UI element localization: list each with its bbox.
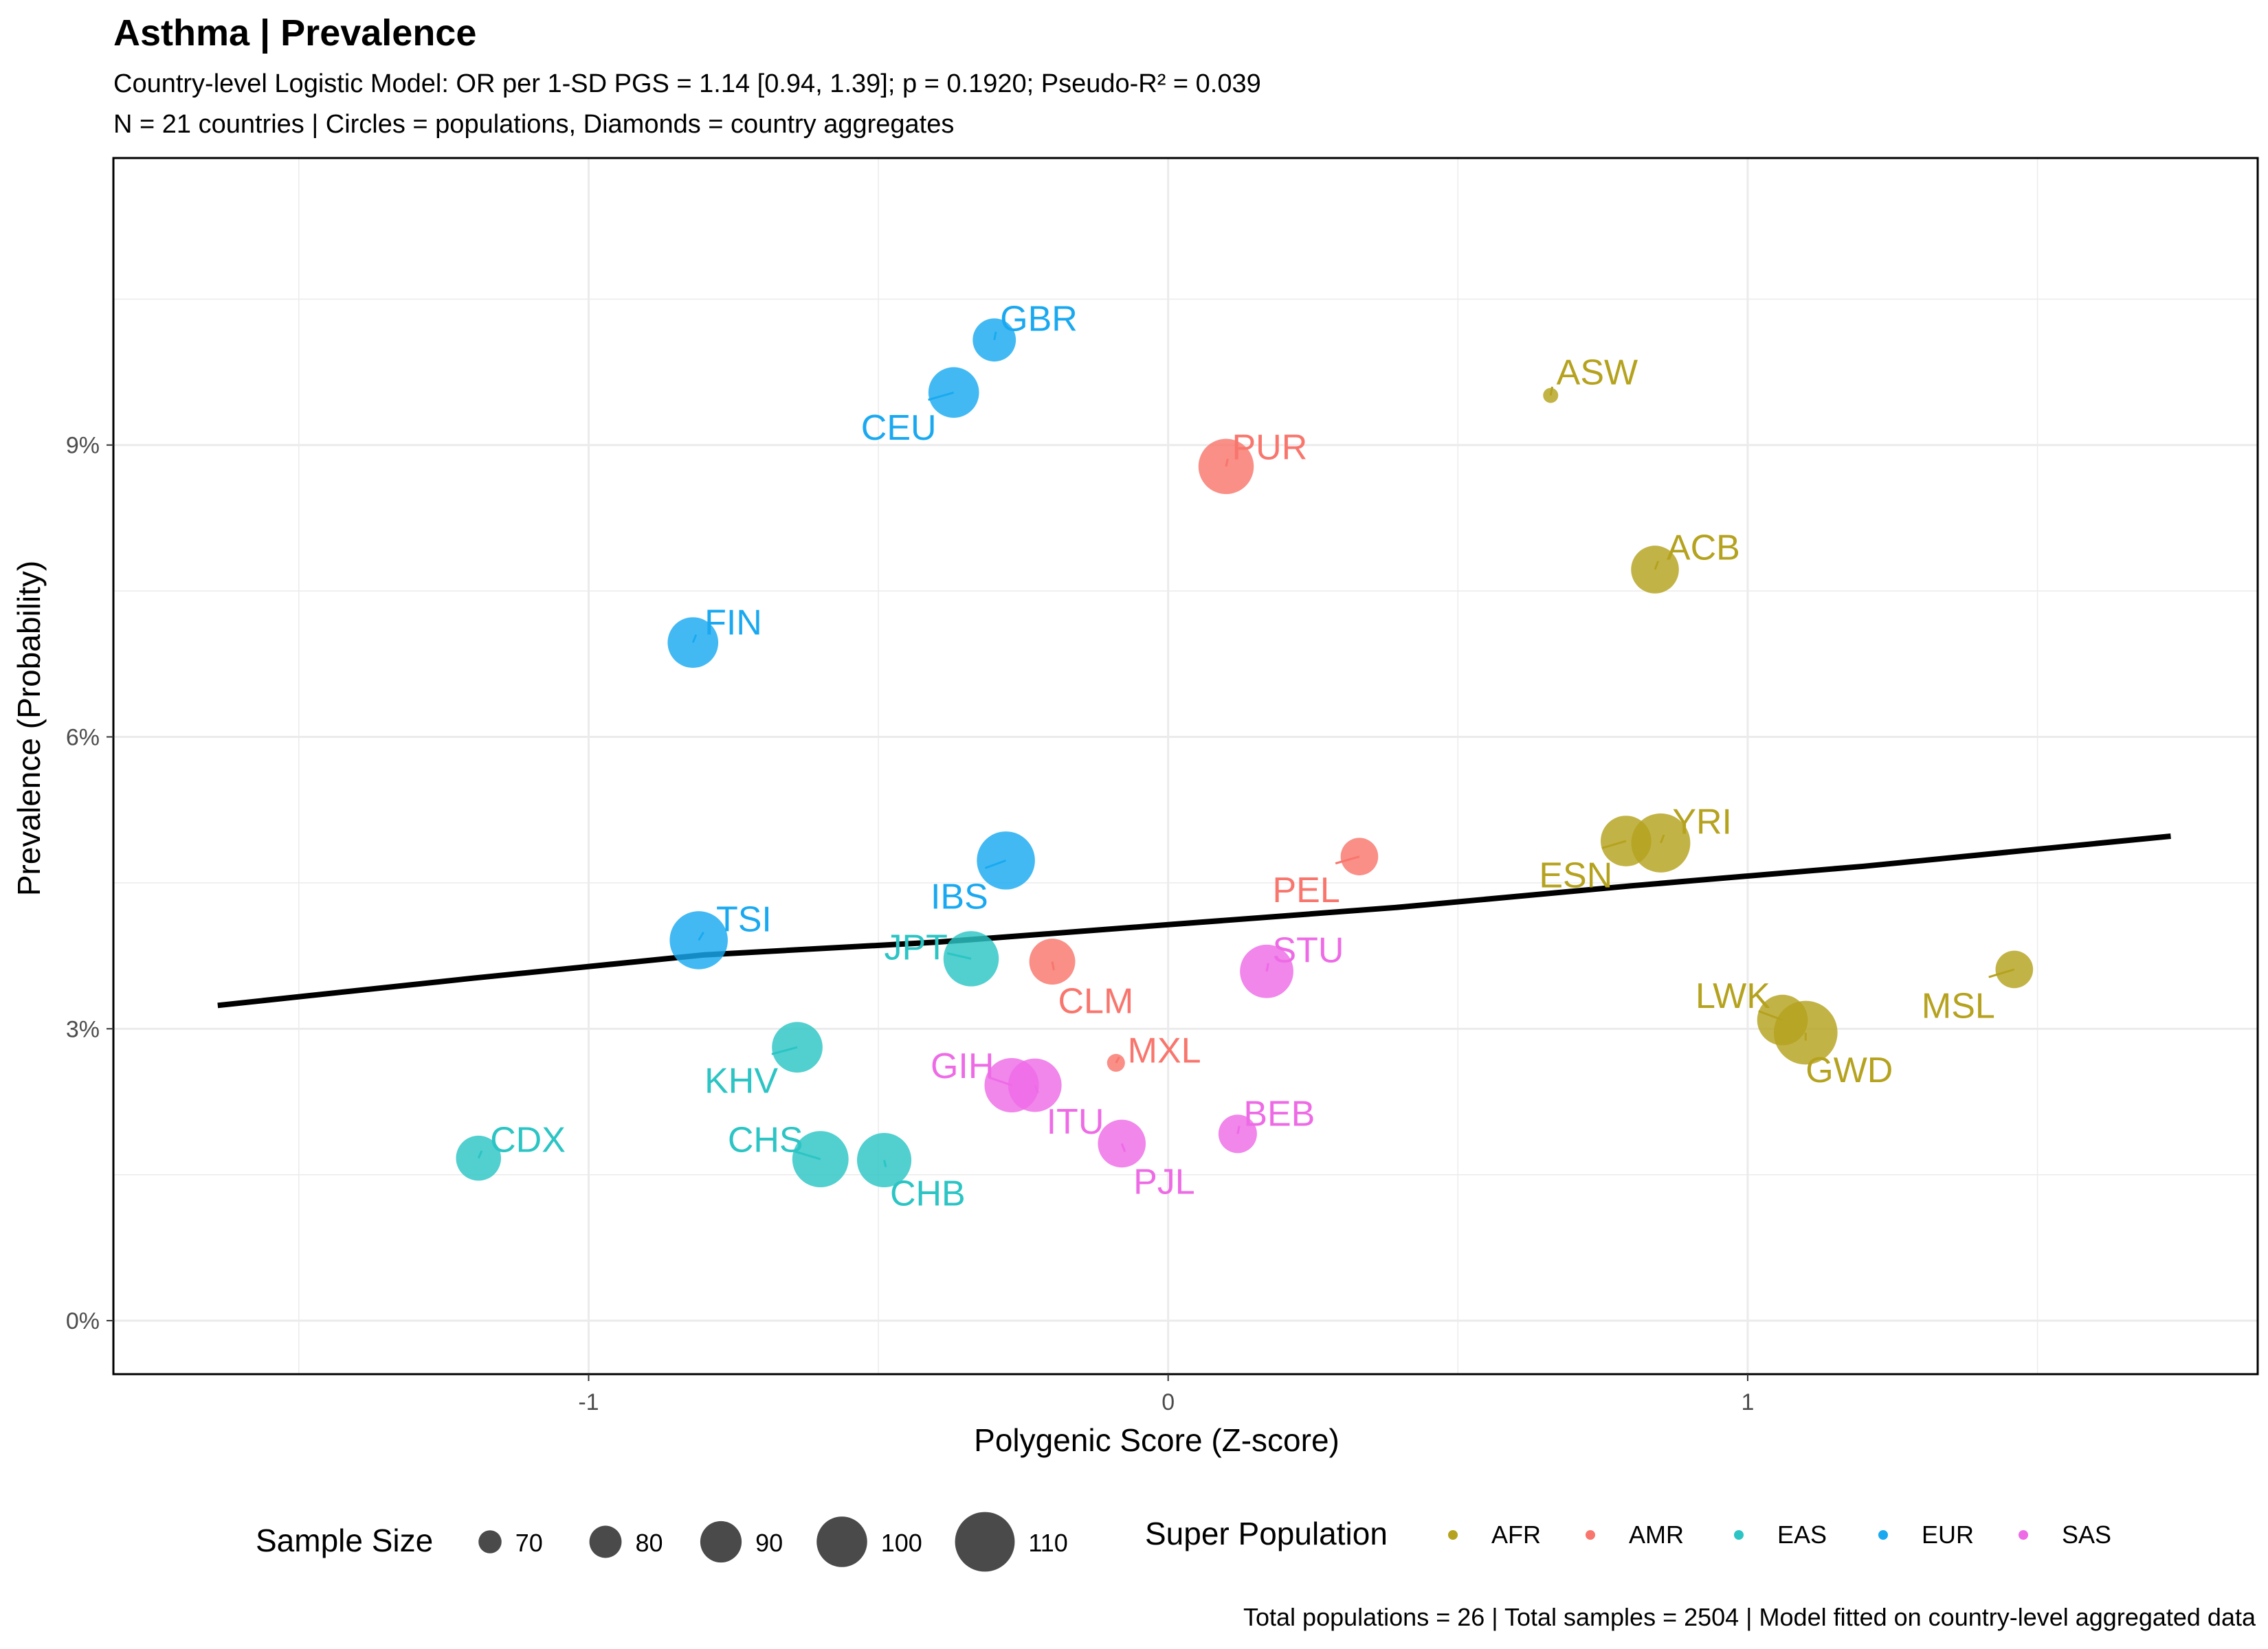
point-clm	[1029, 939, 1076, 985]
size-legend-key	[589, 1525, 622, 1558]
fit-line	[217, 833, 2171, 1009]
point-ibs	[977, 831, 1035, 890]
point-pur	[1198, 438, 1254, 495]
point-ceu-label: CEU	[861, 408, 937, 448]
point-ibs-label: IBS	[931, 877, 988, 917]
x-tick-label: -1	[578, 1389, 599, 1415]
point-fin	[667, 617, 719, 669]
point-itu-label: ITU	[1047, 1102, 1104, 1142]
color-legend-title: Super Population	[1145, 1516, 1388, 1551]
point-pel	[1340, 838, 1379, 876]
point-jpt	[943, 931, 999, 987]
point-lwk-label: LWK	[1696, 976, 1770, 1016]
point-mxl-label: MXL	[1128, 1031, 1201, 1070]
size-legend-title: Sample Size	[256, 1523, 433, 1558]
point-beb	[1218, 1114, 1257, 1154]
chart-subtitle-line-2: N = 21 countries | Circles = populations…	[113, 110, 954, 139]
y-axis-ticks: 0% 3% 6% 9%	[66, 433, 113, 1334]
color-legend-label-amr: AMR	[1629, 1521, 1684, 1549]
color-legend-key-amr	[1586, 1530, 1595, 1540]
point-tsi	[669, 911, 728, 969]
point-chs	[792, 1131, 849, 1187]
point-khv	[772, 1022, 823, 1073]
point-pel-label: PEL	[1272, 871, 1339, 910]
y-tick-label: 3%	[66, 1016, 100, 1042]
color-legend-key-afr	[1448, 1530, 1458, 1540]
y-axis-title: Prevalence (Probability)	[11, 561, 47, 896]
y-tick-label: 6%	[66, 725, 100, 751]
point-chb-label: CHB	[890, 1174, 966, 1214]
color-legend-label-afr: AFR	[1491, 1521, 1541, 1549]
size-legend-label: 90	[755, 1529, 783, 1557]
color-legend-label-sas: SAS	[2062, 1521, 2111, 1549]
chart-title: Asthma | Prevalence	[113, 12, 476, 54]
point-cdx	[456, 1135, 502, 1181]
color-legend-key-eur	[1878, 1530, 1888, 1540]
y-tick-label: 9%	[66, 433, 100, 459]
point-beb-label: BEB	[1243, 1095, 1315, 1134]
point-labels: ACB ASW ESN GWD LWK MSL YRI CLM MXL PEL PUR CDX CHB C…	[490, 300, 1995, 1214]
point-lwk	[1757, 994, 1808, 1046]
chart-subtitle-line-1: Country-level Logistic Model: OR per 1-S…	[113, 69, 1261, 98]
point-itu	[1008, 1058, 1062, 1112]
color-legend-label-eas: EAS	[1777, 1521, 1827, 1549]
color-legend-key-eas	[1734, 1530, 1744, 1540]
x-tick-label: 0	[1161, 1389, 1175, 1415]
size-legend-key	[816, 1516, 867, 1567]
point-gbr-label: GBR	[1000, 300, 1078, 339]
point-yri-label: YRI	[1672, 803, 1732, 842]
point-khv-label: KHV	[704, 1061, 778, 1101]
regression-line	[217, 833, 2171, 1009]
point-asw-label: ASW	[1557, 353, 1638, 393]
size-legend-label: 110	[1028, 1529, 1067, 1557]
point-gbr	[972, 318, 1016, 362]
size-legend-label: 100	[881, 1529, 922, 1557]
point-esn-label: ESN	[1539, 856, 1612, 896]
size-legend-key	[955, 1512, 1015, 1572]
size-legend-label: 70	[515, 1529, 543, 1557]
grid	[113, 158, 2258, 1374]
point-msl	[1995, 950, 2034, 989]
plot-panel-border	[112, 157, 2259, 1376]
point-tsi-label: TSI	[716, 899, 772, 939]
point-jpt-label: JPT	[885, 928, 948, 967]
size-legend-label: 80	[635, 1529, 663, 1557]
point-fin-label: FIN	[704, 603, 762, 642]
color-legend-key-sas	[2019, 1530, 2028, 1540]
point-clm-label: CLM	[1058, 981, 1133, 1021]
point-chb	[856, 1132, 912, 1188]
point-mxl	[1107, 1053, 1125, 1072]
data-points	[456, 318, 2034, 1188]
color-legend-label-eur: EUR	[1922, 1521, 1974, 1549]
point-pur-label: PUR	[1232, 428, 1307, 468]
point-pjl-label: PJL	[1133, 1163, 1195, 1202]
y-tick-label: 0%	[66, 1308, 100, 1334]
point-stu	[1240, 944, 1293, 998]
point-gih-label: GIH	[931, 1046, 994, 1086]
point-msl-label: MSL	[1922, 986, 1995, 1026]
x-axis-title: Polygenic Score (Z-score)	[974, 1422, 1339, 1458]
point-chs-label: CHS	[728, 1121, 803, 1160]
x-axis-ticks: -1 0 1	[578, 1374, 1754, 1415]
point-ceu	[928, 367, 979, 418]
point-pjl	[1098, 1119, 1146, 1168]
point-cdx-label: CDX	[490, 1121, 566, 1160]
point-acb	[1631, 546, 1679, 594]
size-legend-key	[700, 1521, 742, 1563]
point-gwd-label: GWD	[1805, 1051, 1893, 1090]
point-asw	[1543, 388, 1559, 403]
point-acb-label: ACB	[1667, 528, 1740, 568]
size-legend: 70 80 90 100 110	[478, 1512, 1068, 1572]
chart-caption: Total populations = 26 | Total samples =…	[1243, 1603, 2256, 1631]
x-tick-label: 1	[1741, 1389, 1754, 1415]
size-legend-key	[478, 1530, 502, 1553]
point-yri	[1631, 813, 1691, 873]
point-stu-label: STU	[1272, 931, 1344, 971]
color-legend: AFR AMR EAS EUR SAS	[1448, 1521, 2111, 1549]
